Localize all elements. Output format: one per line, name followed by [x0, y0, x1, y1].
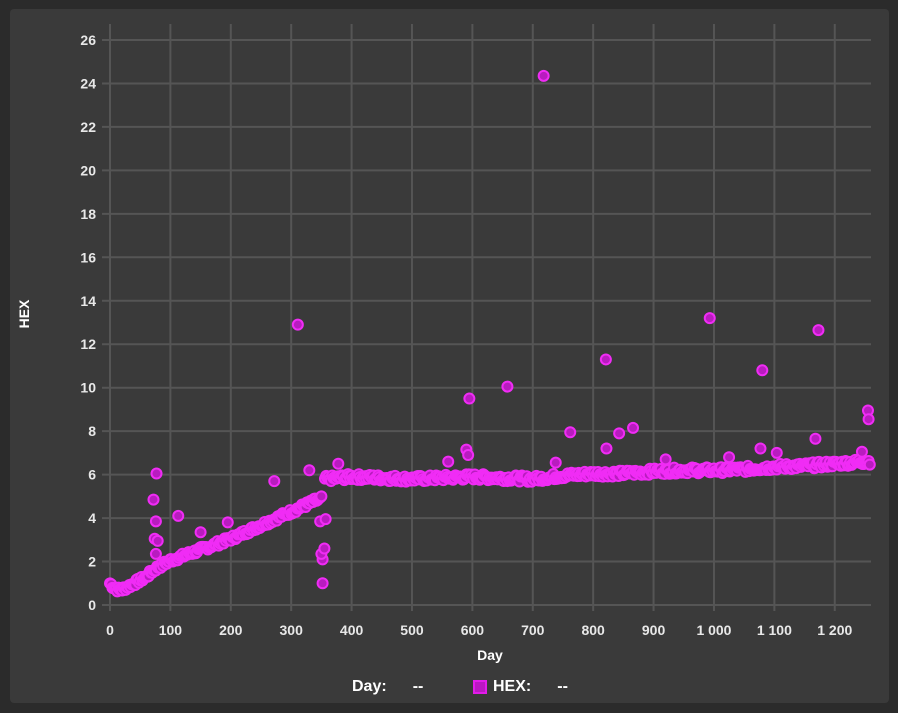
x-tick-label: 800: [581, 622, 605, 638]
x-tick-label: 600: [461, 622, 485, 638]
y-tick-label: 22: [80, 119, 96, 135]
data-point: [332, 457, 345, 470]
x-tick-label: 500: [400, 622, 424, 638]
data-point: [303, 464, 316, 477]
chart-panel: [10, 9, 889, 703]
data-point: [659, 453, 672, 466]
x-tick-label: 1 200: [817, 622, 852, 638]
x-tick-labels: 0 100 200 300 400 500 600 700 800 900 1 000 1 100 1 …: [106, 622, 852, 638]
data-point: [291, 318, 304, 331]
x-tick-label: 0: [106, 622, 114, 638]
y-tick-label: 2: [88, 554, 96, 570]
data-point: [863, 458, 876, 471]
data-point: [564, 426, 577, 439]
data-points: [104, 69, 876, 598]
y-tick-label: 10: [80, 380, 96, 396]
data-point: [627, 421, 640, 434]
y-tick-label: 12: [80, 336, 96, 352]
data-point: [613, 427, 626, 440]
data-point: [812, 324, 825, 337]
data-point: [172, 509, 185, 522]
data-point: [151, 534, 164, 547]
legend-day: Day: --: [352, 676, 423, 698]
data-point: [463, 392, 476, 405]
data-point: [318, 542, 331, 555]
x-tick-label: 1 000: [696, 622, 731, 638]
data-point: [268, 475, 281, 488]
data-point: [855, 445, 868, 458]
y-tick-label: 20: [80, 162, 96, 178]
legend-hex[interactable]: HEX: --: [473, 676, 568, 698]
y-axis-label: HEX: [16, 299, 32, 328]
grid-lines: [102, 24, 871, 611]
legend-day-label: Day:: [352, 678, 387, 695]
data-point: [703, 312, 716, 325]
y-tick-label: 26: [80, 32, 96, 48]
data-point: [462, 449, 475, 462]
data-point: [809, 432, 822, 445]
data-point: [756, 364, 769, 377]
x-tick-label: 200: [219, 622, 243, 638]
data-point: [599, 353, 612, 366]
legend-hex-value: --: [557, 678, 568, 695]
data-point: [319, 513, 332, 526]
x-tick-label: 100: [159, 622, 183, 638]
data-point: [723, 451, 736, 464]
x-axis-label: Day: [477, 647, 503, 663]
y-tick-label: 4: [88, 510, 96, 526]
x-tick-label: 1 100: [757, 622, 792, 638]
data-point: [194, 526, 207, 539]
data-point: [549, 456, 562, 469]
x-tick-label: 900: [642, 622, 666, 638]
legend-hex-label: HEX:: [493, 678, 532, 695]
y-tick-label: 14: [80, 293, 96, 309]
y-tick-label: 16: [80, 249, 96, 265]
y-tick-label: 24: [80, 75, 96, 91]
data-point: [501, 380, 514, 393]
data-point: [316, 577, 329, 590]
x-tick-label: 300: [280, 622, 304, 638]
legend-day-value: --: [412, 678, 424, 695]
data-point: [221, 516, 234, 529]
data-point: [754, 442, 767, 455]
data-point: [442, 455, 455, 468]
data-point: [770, 446, 783, 459]
x-tick-label: 400: [340, 622, 364, 638]
data-point: [862, 413, 875, 426]
hex-series-swatch: [473, 680, 487, 694]
y-tick-label: 18: [80, 206, 96, 222]
y-tick-label: 8: [88, 423, 96, 439]
data-point: [149, 547, 162, 560]
data-point: [600, 442, 613, 455]
data-point: [147, 493, 160, 506]
y-tick-label: 0: [88, 597, 96, 613]
x-tick-label: 700: [521, 622, 545, 638]
data-point: [150, 467, 163, 480]
data-point: [149, 515, 162, 528]
data-point: [315, 490, 328, 503]
data-point: [537, 69, 550, 82]
y-tick-label: 6: [88, 467, 96, 483]
